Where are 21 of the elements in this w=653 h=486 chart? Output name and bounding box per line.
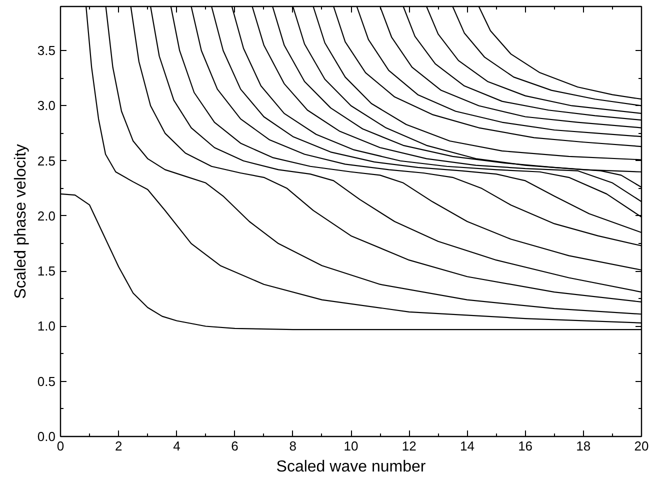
x-tick-label: 14 bbox=[460, 438, 474, 454]
y-tick-label: 1.0 bbox=[37, 318, 56, 334]
x-tick-label: 10 bbox=[344, 438, 358, 454]
x-tick-label: 4 bbox=[173, 438, 180, 454]
y-tick-label: 2.0 bbox=[37, 208, 56, 224]
x-axis-title: Scaled wave number bbox=[276, 458, 426, 476]
x-tick-label: 8 bbox=[289, 438, 297, 454]
y-tick-label: 2.5 bbox=[37, 153, 56, 168]
y-tick-label: 0.5 bbox=[37, 374, 56, 389]
y-tick-label: 1.5 bbox=[37, 264, 56, 279]
x-tick-label: 16 bbox=[518, 438, 533, 454]
y-axis-title: Scaled phase velocity bbox=[12, 144, 30, 299]
x-tick-label: 18 bbox=[576, 438, 591, 454]
x-tick-label: 0 bbox=[56, 438, 64, 454]
x-tick-label: 20 bbox=[634, 438, 649, 454]
y-tick-label: 3.5 bbox=[37, 43, 56, 58]
y-tick-label: 0.0 bbox=[37, 429, 56, 444]
y-tick-label: 3.0 bbox=[37, 98, 56, 114]
x-tick-label: 6 bbox=[231, 438, 238, 454]
x-tick-label: 2 bbox=[114, 438, 122, 454]
x-tick-label: 12 bbox=[402, 438, 416, 454]
